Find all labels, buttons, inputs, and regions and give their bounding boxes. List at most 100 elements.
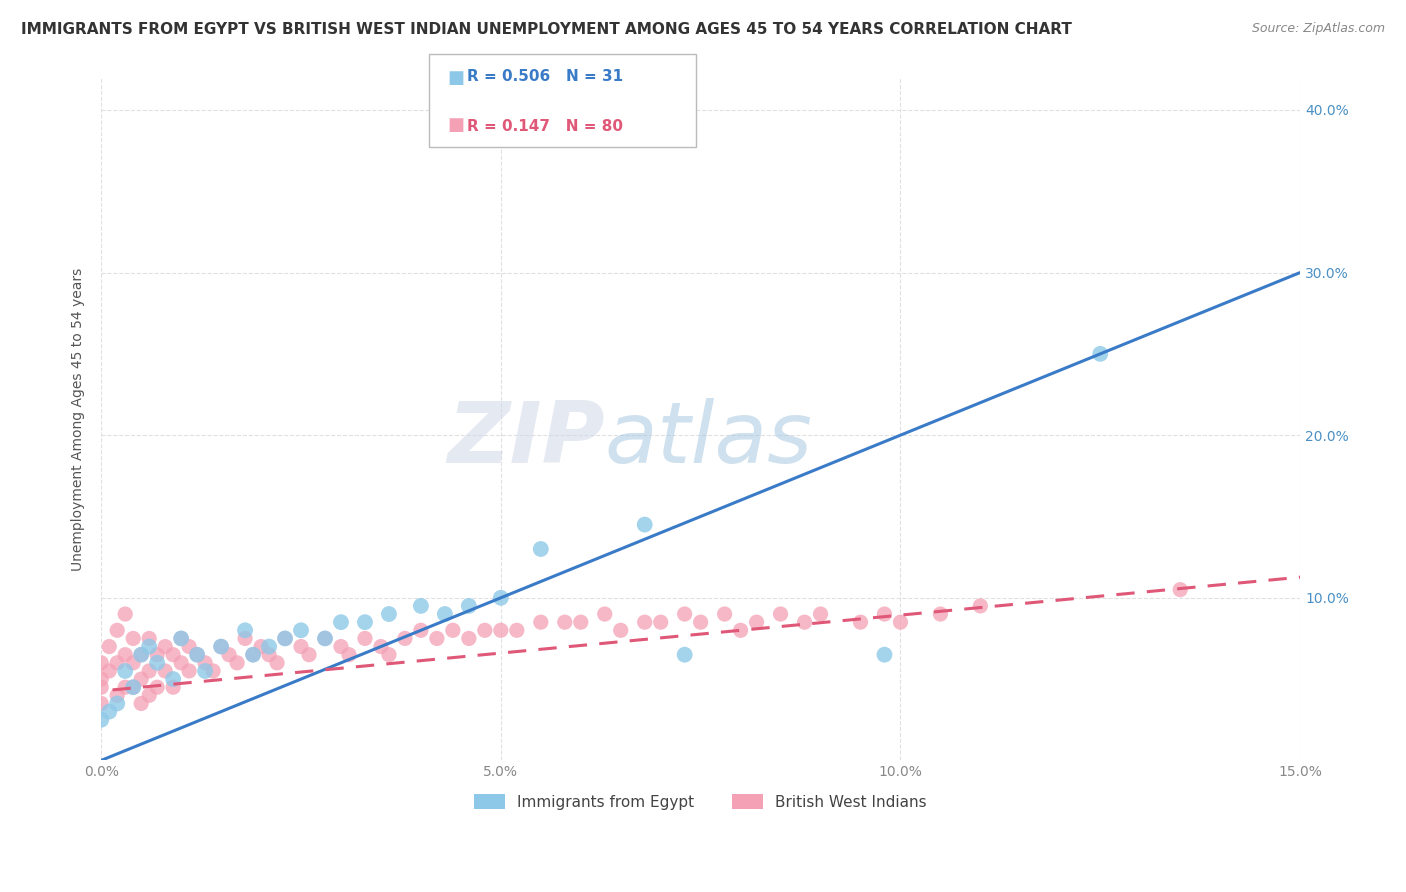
Text: ■: ■: [447, 69, 464, 87]
Point: [138, 689, 160, 703]
Point: [122, 632, 145, 646]
Point: [233, 632, 256, 646]
Point: [233, 624, 256, 638]
Point: [138, 632, 160, 646]
Point: [354, 632, 377, 646]
Point: [90, 697, 112, 711]
Point: [114, 680, 136, 694]
Point: [290, 624, 312, 638]
Point: [489, 624, 512, 638]
Point: [793, 615, 815, 629]
Text: R = 0.147   N = 80: R = 0.147 N = 80: [467, 119, 623, 134]
Text: R = 0.506   N = 31: R = 0.506 N = 31: [467, 69, 623, 84]
Point: [769, 607, 792, 621]
Point: [314, 632, 336, 646]
Point: [370, 640, 392, 654]
Point: [162, 680, 184, 694]
Text: atlas: atlas: [605, 398, 813, 481]
Point: [170, 632, 193, 646]
Point: [889, 615, 911, 629]
Point: [146, 656, 169, 670]
Point: [530, 615, 553, 629]
Point: [593, 607, 616, 621]
Point: [810, 607, 832, 621]
Point: [290, 640, 312, 654]
Point: [330, 615, 353, 629]
Point: [98, 705, 121, 719]
Point: [474, 624, 496, 638]
Point: [105, 624, 128, 638]
Point: [90, 656, 112, 670]
Point: [1168, 582, 1191, 597]
Point: [90, 680, 112, 694]
Point: [179, 640, 201, 654]
Point: [138, 664, 160, 678]
Point: [689, 615, 711, 629]
Point: [873, 607, 896, 621]
Y-axis label: Unemployment Among Ages 45 to 54 years: Unemployment Among Ages 45 to 54 years: [72, 268, 86, 571]
Point: [530, 541, 553, 556]
Point: [179, 664, 201, 678]
Point: [105, 697, 128, 711]
Point: [489, 591, 512, 605]
Point: [378, 607, 401, 621]
Point: [378, 648, 401, 662]
Point: [426, 632, 449, 646]
Point: [609, 624, 631, 638]
Point: [170, 656, 193, 670]
Point: [105, 689, 128, 703]
Text: ZIP: ZIP: [447, 398, 605, 481]
Point: [209, 640, 232, 654]
Point: [202, 664, 225, 678]
Point: [457, 632, 479, 646]
Point: [186, 648, 208, 662]
Point: [170, 632, 193, 646]
Point: [274, 632, 297, 646]
Point: [314, 632, 336, 646]
Point: [569, 615, 592, 629]
Point: [266, 656, 288, 670]
Point: [186, 648, 208, 662]
Point: [713, 607, 735, 621]
Point: [153, 640, 176, 654]
Point: [90, 713, 112, 727]
Point: [929, 607, 952, 621]
Point: [298, 648, 321, 662]
Point: [129, 697, 152, 711]
Point: [218, 648, 240, 662]
Point: [242, 648, 264, 662]
Point: [129, 648, 152, 662]
Point: [194, 656, 217, 670]
Point: [162, 672, 184, 686]
Point: [969, 599, 991, 613]
Point: [122, 680, 145, 694]
Point: [554, 615, 576, 629]
Point: [98, 640, 121, 654]
Point: [194, 664, 217, 678]
Point: [330, 640, 353, 654]
Point: [409, 599, 432, 613]
Point: [634, 615, 657, 629]
Point: [673, 607, 696, 621]
Point: [730, 624, 752, 638]
Point: [457, 599, 479, 613]
Point: [105, 656, 128, 670]
Point: [250, 640, 273, 654]
Point: [114, 664, 136, 678]
Point: [849, 615, 872, 629]
Text: IMMIGRANTS FROM EGYPT VS BRITISH WEST INDIAN UNEMPLOYMENT AMONG AGES 45 TO 54 YE: IMMIGRANTS FROM EGYPT VS BRITISH WEST IN…: [21, 22, 1071, 37]
Point: [506, 624, 529, 638]
Point: [90, 672, 112, 686]
Point: [650, 615, 672, 629]
Point: [114, 648, 136, 662]
Point: [122, 680, 145, 694]
Point: [673, 648, 696, 662]
Text: Source: ZipAtlas.com: Source: ZipAtlas.com: [1251, 22, 1385, 36]
Point: [162, 648, 184, 662]
Point: [138, 640, 160, 654]
Point: [153, 664, 176, 678]
Point: [873, 648, 896, 662]
Legend: Immigrants from Egypt, British West Indians: Immigrants from Egypt, British West Indi…: [470, 789, 932, 814]
Point: [146, 648, 169, 662]
Point: [1090, 347, 1112, 361]
